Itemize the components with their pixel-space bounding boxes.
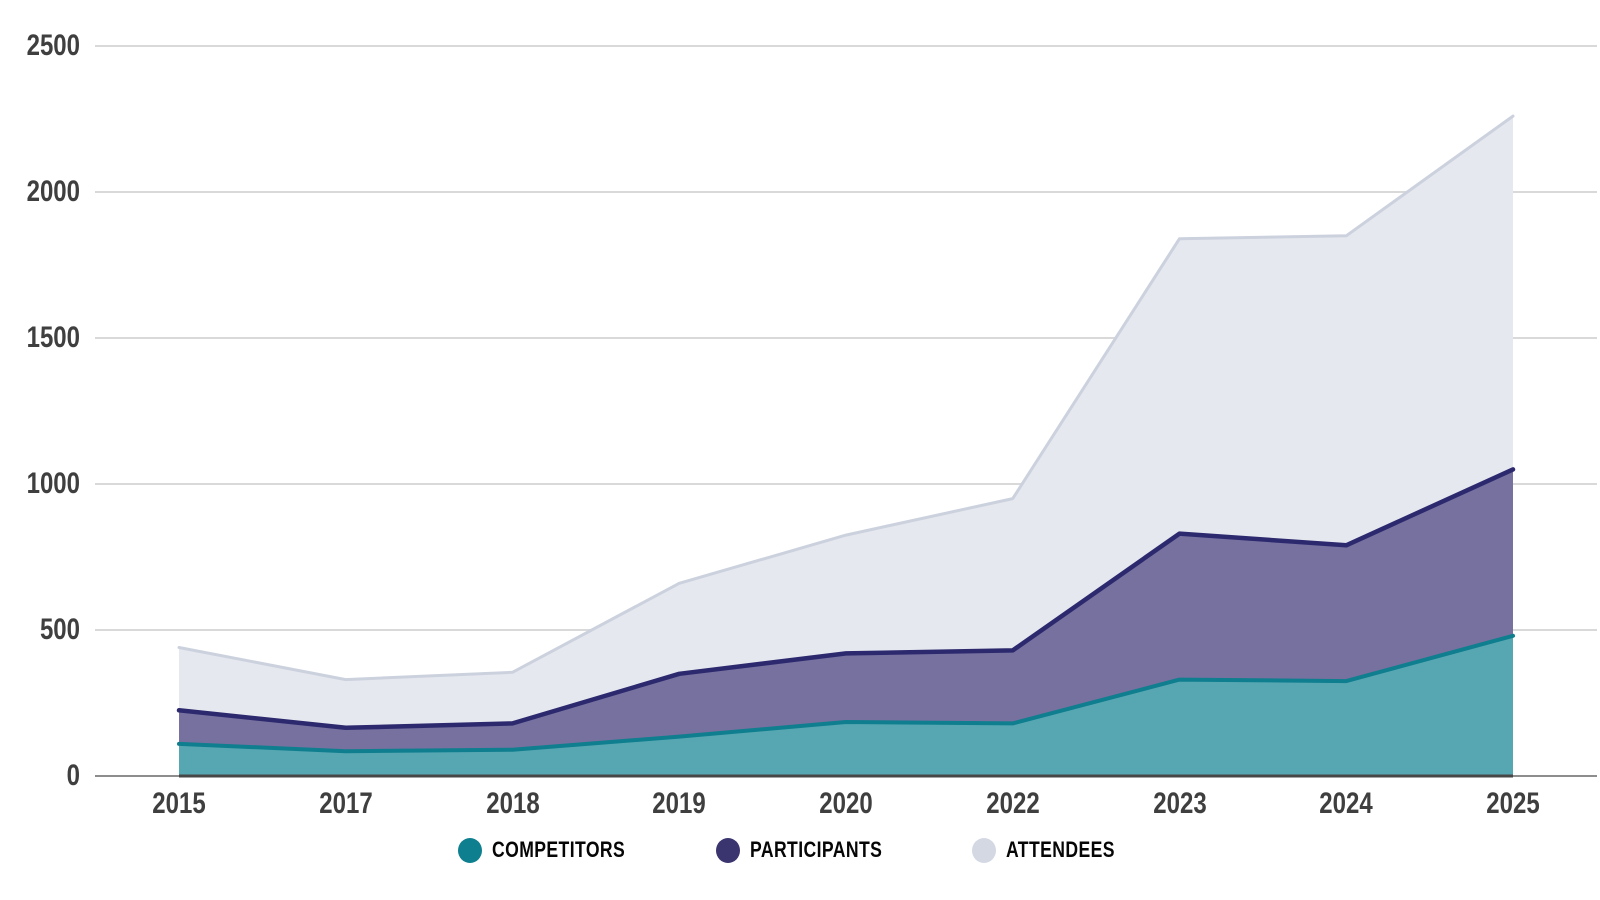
x-tick-label: 2018 (485, 787, 540, 820)
chart-legend: COMPETITORS PARTICIPANTS ATTENDEES (0, 835, 1600, 865)
legend-label: PARTICIPANTS (749, 837, 882, 862)
y-tick-label: 1000 (26, 467, 81, 500)
x-tick-label: 2020 (819, 787, 873, 820)
x-tick-label: 2025 (1486, 787, 1540, 820)
x-tick-label: 2022 (986, 787, 1040, 820)
x-tick-label: 2023 (1152, 787, 1207, 820)
x-tick-label: 2017 (319, 787, 373, 820)
legend-dot-competitors (458, 837, 483, 863)
legend-item-participants[interactable]: PARTICIPANTS (715, 837, 915, 863)
y-tick-label: 500 (39, 613, 80, 646)
legend-dot-participants (715, 837, 740, 863)
legend-dot-attendees (971, 837, 996, 863)
x-tick-label: 2019 (652, 787, 706, 820)
y-tick-label: 2500 (26, 29, 81, 62)
line-attendees (177, 114, 1515, 682)
area-competitors (179, 635, 1513, 776)
y-tick-label: 0 (66, 759, 80, 792)
line-competitors (177, 633, 1515, 754)
legend-label: ATTENDEES (1005, 837, 1115, 862)
y-tick-label: 1500 (26, 321, 81, 354)
y-tick-label: 2000 (26, 175, 81, 208)
x-tick-label: 2015 (152, 787, 206, 820)
line-participants (176, 467, 1516, 731)
x-tick-label: 2024 (1319, 787, 1373, 820)
legend-label: COMPETITORS (492, 837, 626, 862)
legend-item-attendees[interactable]: ATTENDEES (971, 837, 1142, 863)
legend-item-competitors[interactable]: COMPETITORS (458, 837, 658, 863)
